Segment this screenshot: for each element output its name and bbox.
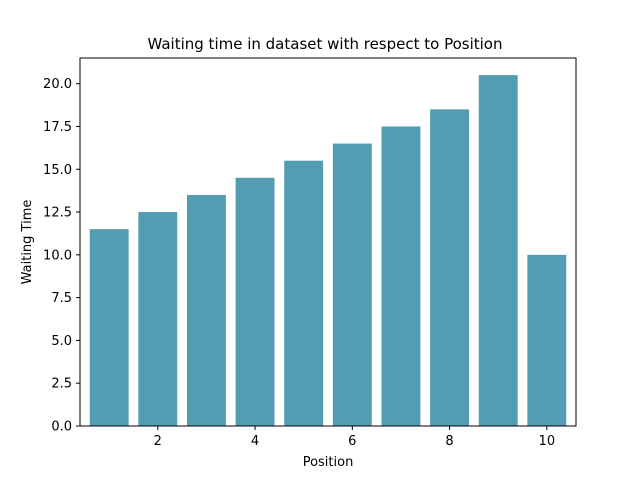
x-tick-label: 2 (154, 434, 162, 449)
y-axis-title: Waiting Time (20, 200, 35, 285)
chart-title: Waiting time in dataset with respect to … (147, 35, 502, 53)
y-tick-label: 12.5 (43, 206, 72, 221)
x-axis-title: Position (303, 455, 354, 470)
y-tick-label: 10.0 (43, 248, 72, 263)
x-tick-label: 8 (445, 434, 453, 449)
y-tick-label: 17.5 (43, 120, 72, 135)
y-tick-label: 5.0 (51, 334, 72, 349)
x-tick-label: 10 (539, 434, 556, 449)
bar-position-1 (89, 229, 129, 426)
bar-position-10 (527, 254, 567, 426)
bar-position-3 (186, 194, 226, 426)
bar-position-2 (138, 212, 178, 426)
x-tick-label: 4 (251, 434, 259, 449)
y-tick-label: 15.0 (43, 163, 72, 178)
bar-position-6 (332, 143, 372, 426)
bar-position-4 (235, 177, 275, 426)
y-axis-ticks: 0.0 2.5 5.0 7.5 10.0 12.5 15.0 17.5 20.0 (43, 77, 80, 435)
bar-position-9 (478, 75, 518, 427)
y-tick-label: 2.5 (51, 377, 72, 392)
plot-frame (79, 57, 577, 427)
x-axis-ticks: 2 4 6 8 10 (154, 426, 555, 449)
bar-position-7 (381, 126, 421, 426)
bars (89, 75, 567, 427)
bar-position-5 (284, 160, 324, 426)
bar-position-8 (430, 109, 470, 426)
x-tick-label: 6 (348, 434, 356, 449)
y-tick-label: 20.0 (43, 77, 72, 92)
y-tick-label: 7.5 (51, 291, 72, 306)
y-tick-label: 0.0 (51, 420, 72, 435)
